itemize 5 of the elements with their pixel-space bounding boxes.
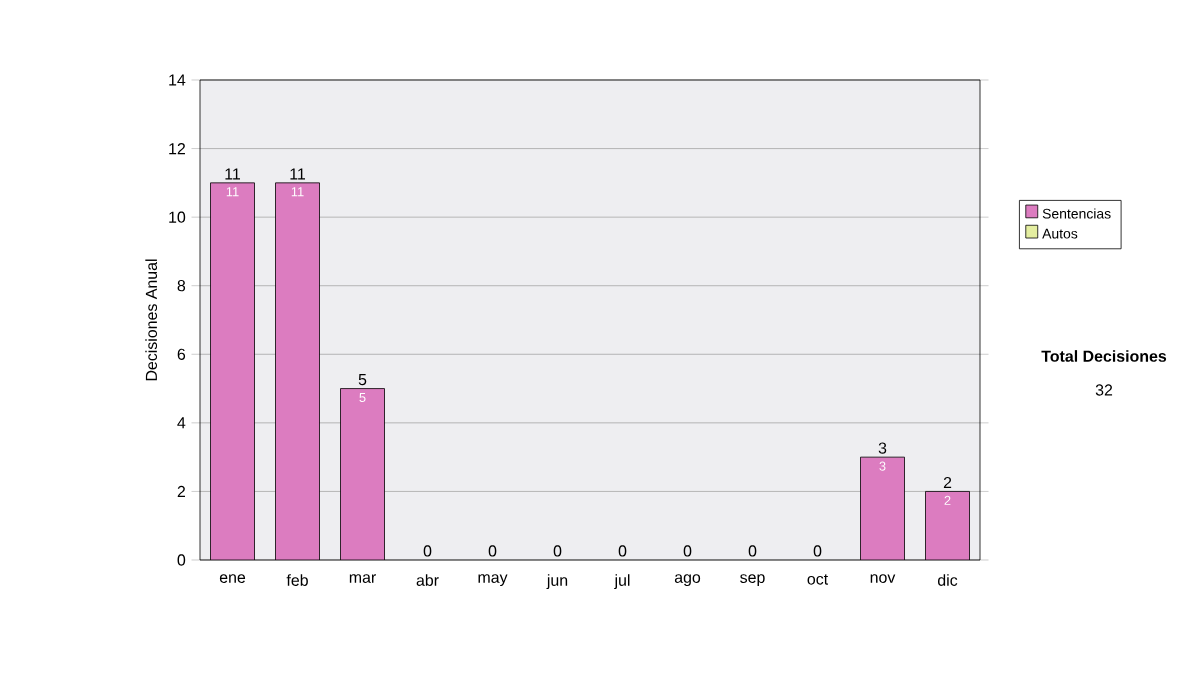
bar	[340, 388, 385, 560]
bar	[210, 182, 255, 560]
bar	[275, 182, 320, 560]
bar	[925, 491, 970, 560]
bar	[860, 456, 905, 560]
